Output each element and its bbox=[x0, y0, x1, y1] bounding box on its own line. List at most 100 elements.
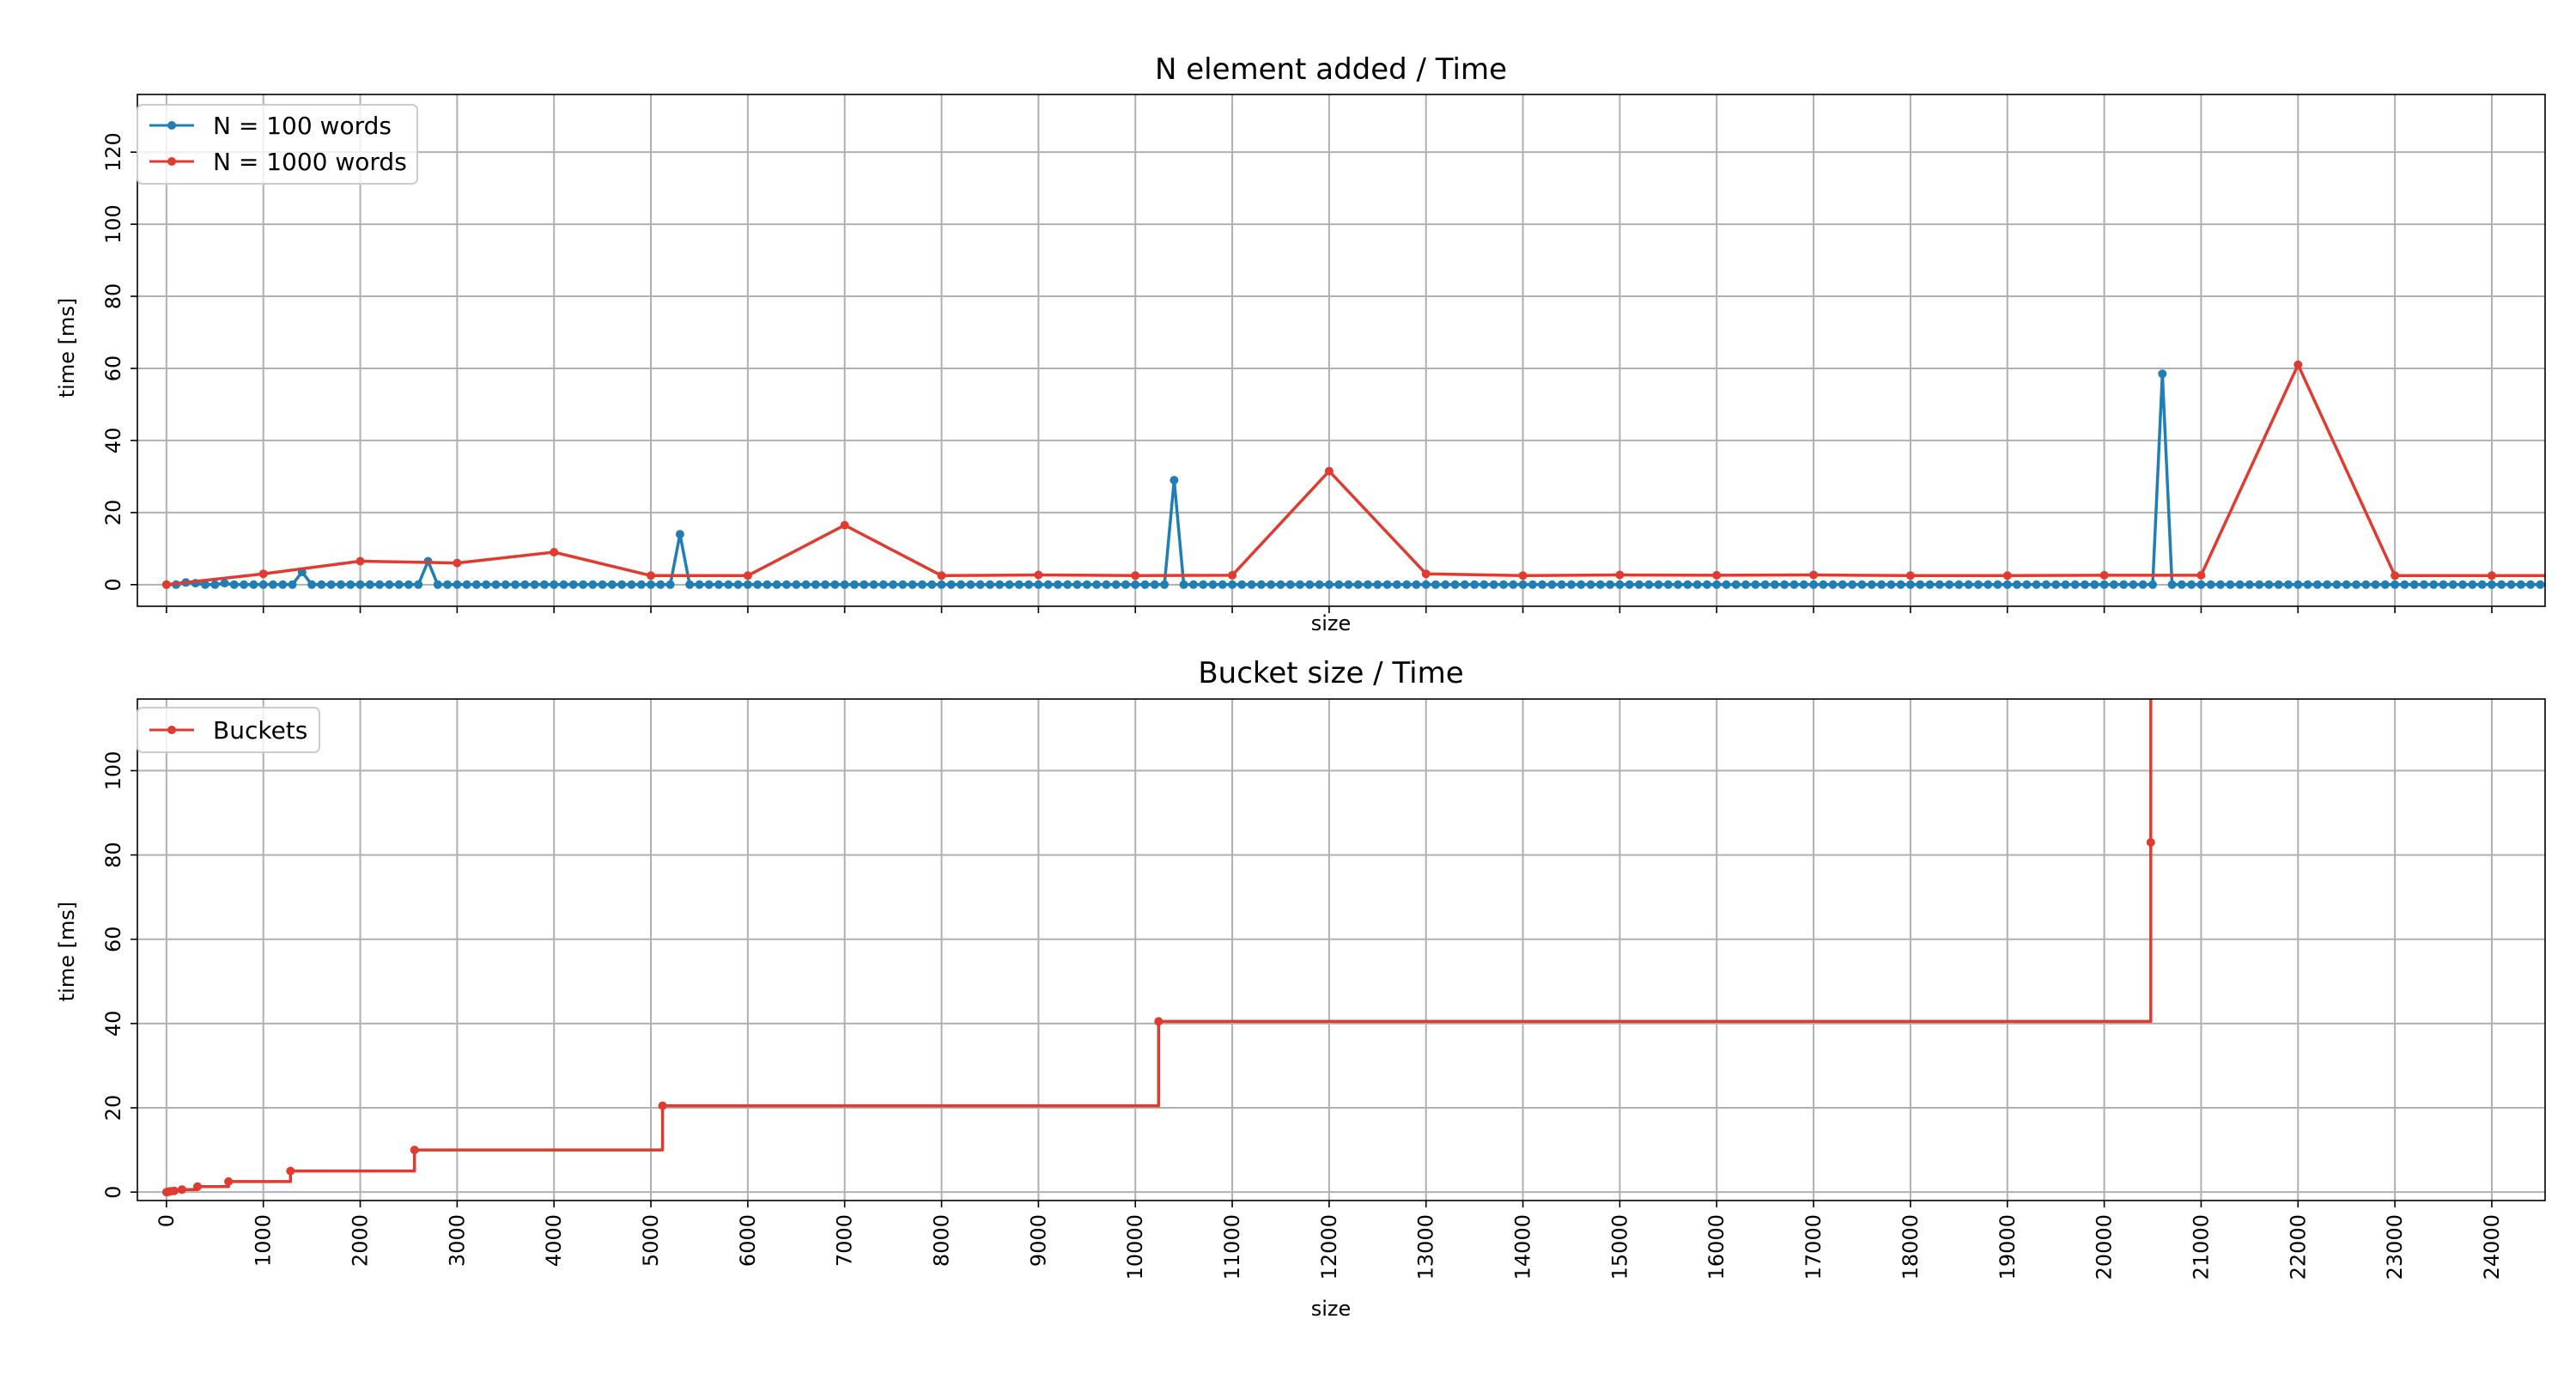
data-point bbox=[201, 580, 210, 589]
data-point bbox=[898, 580, 908, 589]
data-point bbox=[1993, 580, 2002, 589]
x-tick-label: 10000 bbox=[1123, 1214, 1147, 1280]
data-point bbox=[2487, 571, 2496, 581]
series-line-1 bbox=[166, 363, 2545, 587]
series-layer bbox=[161, 699, 2155, 1197]
data-point bbox=[1973, 580, 1983, 589]
data-point bbox=[869, 580, 878, 589]
data-point bbox=[1557, 580, 1566, 589]
data-point bbox=[1703, 580, 1711, 589]
data-point bbox=[1460, 580, 1469, 589]
data-point bbox=[1606, 580, 1615, 589]
data-point bbox=[588, 580, 598, 589]
series-line-0 bbox=[166, 372, 2545, 587]
x-tick-label: 17000 bbox=[1801, 1214, 1826, 1280]
data-point bbox=[2070, 580, 2080, 589]
data-point bbox=[1905, 571, 1915, 581]
data-point bbox=[1353, 580, 1363, 589]
data-point bbox=[288, 580, 297, 589]
data-point bbox=[1043, 580, 1053, 589]
data-point bbox=[2138, 580, 2148, 589]
legend: Buckets bbox=[137, 707, 320, 753]
data-point bbox=[1179, 580, 1188, 589]
data-point bbox=[1188, 580, 1198, 589]
data-point bbox=[957, 580, 966, 589]
data-point bbox=[840, 580, 849, 589]
x-tick-label: 0 bbox=[155, 1214, 179, 1227]
data-point bbox=[550, 548, 559, 556]
data-point bbox=[1547, 580, 1557, 589]
data-point bbox=[404, 580, 413, 589]
data-point bbox=[2284, 580, 2293, 589]
data-point bbox=[2293, 360, 2303, 369]
data-point bbox=[1857, 580, 1867, 589]
legend-marker-n100 bbox=[167, 121, 176, 130]
data-point bbox=[733, 580, 743, 589]
data-point bbox=[1208, 580, 1218, 589]
data-point bbox=[792, 580, 801, 589]
data-point bbox=[410, 1146, 419, 1155]
data-point bbox=[1538, 580, 1547, 589]
data-point bbox=[2235, 580, 2245, 589]
plot-frame bbox=[137, 94, 2546, 607]
data-point bbox=[1470, 580, 1479, 589]
data-point bbox=[2099, 580, 2109, 589]
data-point bbox=[1770, 580, 1779, 589]
data-point bbox=[2148, 580, 2157, 589]
data-point bbox=[2002, 571, 2012, 581]
data-point bbox=[2342, 580, 2351, 589]
data-point bbox=[2177, 580, 2186, 589]
data-point bbox=[2013, 580, 2021, 589]
data-point bbox=[1082, 580, 1091, 589]
data-point bbox=[220, 579, 229, 588]
data-point bbox=[2439, 580, 2448, 589]
data-point bbox=[665, 580, 675, 589]
data-point bbox=[2400, 580, 2409, 589]
data-point bbox=[1034, 570, 1043, 580]
data-point bbox=[2526, 580, 2536, 589]
data-point bbox=[2458, 580, 2468, 589]
data-point bbox=[2146, 837, 2155, 847]
data-point bbox=[286, 1166, 295, 1176]
data-point bbox=[2371, 580, 2380, 589]
data-point bbox=[1063, 580, 1072, 589]
x-tick-label: 14000 bbox=[1511, 1214, 1535, 1280]
data-point bbox=[860, 580, 869, 589]
data-point bbox=[1364, 580, 1372, 589]
data-point bbox=[937, 580, 946, 589]
data-point bbox=[1131, 580, 1140, 589]
data-point bbox=[801, 580, 811, 589]
data-point bbox=[647, 580, 655, 589]
y-tick-label: 60 bbox=[101, 926, 125, 952]
data-point bbox=[1402, 580, 1412, 589]
data-point bbox=[258, 580, 268, 589]
data-point bbox=[443, 580, 453, 589]
y-tick-label: 20 bbox=[101, 1095, 125, 1122]
data-point bbox=[636, 580, 646, 589]
legend-box bbox=[137, 104, 418, 185]
data-point bbox=[986, 580, 994, 589]
data-point bbox=[2245, 580, 2254, 589]
x-tick-label: 16000 bbox=[1704, 1214, 1728, 1280]
data-point bbox=[2051, 580, 2061, 589]
x-tick-label: 7000 bbox=[833, 1214, 857, 1267]
data-point bbox=[2391, 580, 2400, 589]
data-point bbox=[2187, 580, 2196, 589]
data-point bbox=[627, 580, 636, 589]
data-point bbox=[1382, 580, 1392, 589]
x-tick-label: 11000 bbox=[1220, 1214, 1244, 1280]
data-point bbox=[462, 580, 471, 589]
data-point bbox=[1886, 580, 1896, 589]
data-point bbox=[1828, 580, 1838, 589]
data-point bbox=[724, 580, 733, 589]
data-point bbox=[1635, 580, 1643, 589]
data-point bbox=[1799, 580, 1808, 589]
data-point bbox=[2409, 580, 2419, 589]
data-point bbox=[2119, 580, 2129, 589]
legend: N = 100 words N = 1000 words bbox=[137, 104, 418, 185]
data-point bbox=[1654, 580, 1663, 589]
data-point bbox=[1421, 569, 1431, 579]
data-point bbox=[2380, 580, 2390, 589]
data-point bbox=[453, 580, 462, 589]
data-point bbox=[656, 580, 665, 589]
